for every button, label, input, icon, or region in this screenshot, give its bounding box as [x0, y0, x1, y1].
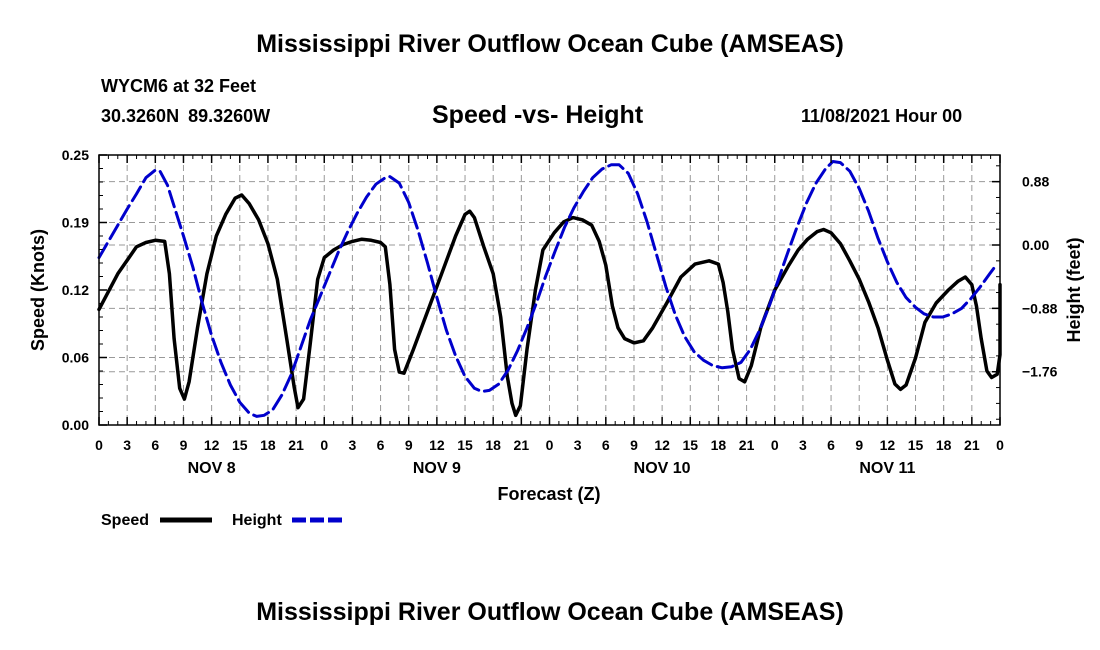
- day-label: NOV 8: [188, 460, 236, 477]
- x-tick-label: 18: [485, 437, 501, 453]
- x-tick-label: 12: [880, 437, 896, 453]
- x-tick-label: 12: [429, 437, 445, 453]
- y-axis-right-title: Height (feet): [1064, 238, 1084, 343]
- x-tick-label: 18: [936, 437, 952, 453]
- x-tick-label: 0: [320, 437, 328, 453]
- day-label: NOV 11: [859, 460, 915, 477]
- chart-title: Mississippi River Outflow Ocean Cube (AM…: [256, 30, 844, 58]
- x-tick-label: 6: [827, 437, 835, 453]
- x-tick-label: 12: [654, 437, 670, 453]
- x-tick-label: 6: [377, 437, 385, 453]
- x-tick-label: 9: [405, 437, 413, 453]
- x-tick-label: 18: [260, 437, 276, 453]
- grid-lines: [99, 155, 1000, 425]
- y-right-tick-label: −1.76: [1022, 364, 1058, 380]
- x-tick-label: 3: [123, 437, 131, 453]
- series-line-speed: [97, 193, 1002, 418]
- footer-title: Mississippi River Outflow Ocean Cube (AM…: [256, 598, 844, 626]
- x-tick-label: 21: [514, 437, 530, 453]
- x-tick-label: 3: [799, 437, 807, 453]
- y-left-tick-label: 0.12: [62, 282, 89, 298]
- legend-label-speed: Speed: [101, 512, 149, 529]
- y-left-tick-label: 0.25: [62, 147, 89, 163]
- x-tick-label: 0: [771, 437, 779, 453]
- x-tick-label: 9: [180, 437, 188, 453]
- x-tick-label: 15: [232, 437, 248, 453]
- series-lines: [97, 160, 1002, 418]
- y-left-tick-label: 0.00: [62, 417, 89, 433]
- y-left-tick-label: 0.19: [62, 215, 89, 231]
- x-tick-label: 15: [457, 437, 473, 453]
- x-tick-label: 21: [739, 437, 755, 453]
- x-tick-label: 15: [908, 437, 924, 453]
- x-axis-title: Forecast (Z): [497, 484, 600, 504]
- x-tick-label: 18: [711, 437, 727, 453]
- x-tick-label: 3: [574, 437, 582, 453]
- x-tick-label: 21: [288, 437, 304, 453]
- coordinates-label: 30.3260N 89.3260W: [101, 106, 271, 126]
- x-tick-label: 6: [602, 437, 610, 453]
- series-line-height: [97, 160, 997, 418]
- x-tick-label: 6: [151, 437, 159, 453]
- y-axis-left-title: Speed (Knots): [28, 229, 48, 351]
- x-tick-label: 21: [964, 437, 980, 453]
- legend: Speed Height: [101, 512, 342, 529]
- y-right-tick-label: 0.88: [1022, 174, 1049, 190]
- y-right-tick-label: −0.88: [1022, 300, 1058, 316]
- day-label: NOV 9: [413, 460, 461, 477]
- station-label: WYCM6 at 32 Feet: [101, 76, 257, 96]
- chart-subtitle: Speed -vs- Height: [432, 101, 644, 129]
- x-tick-label: 15: [682, 437, 698, 453]
- axis-tick-labels: 0 3 6 9 12 15 18 21 0 3 6 9 12 15 18 21 0 3 6 9 12 15 18 21 0 3 6 9…: [62, 147, 1058, 477]
- x-tick-label: 9: [630, 437, 638, 453]
- day-label: NOV 10: [634, 460, 691, 477]
- x-tick-label: 0: [95, 437, 103, 453]
- y-left-tick-label: 0.06: [62, 350, 89, 366]
- datetime-label: 11/08/2021 Hour 00: [801, 106, 963, 126]
- x-tick-label: 0: [996, 437, 1004, 453]
- x-tick-label: 3: [349, 437, 357, 453]
- x-tick-label: 0: [546, 437, 554, 453]
- legend-label-height: Height: [232, 512, 282, 529]
- y-right-tick-label: 0.00: [1022, 237, 1049, 253]
- x-tick-label: 9: [855, 437, 863, 453]
- x-tick-label: 12: [204, 437, 220, 453]
- axis-ticks: [98, 154, 1001, 426]
